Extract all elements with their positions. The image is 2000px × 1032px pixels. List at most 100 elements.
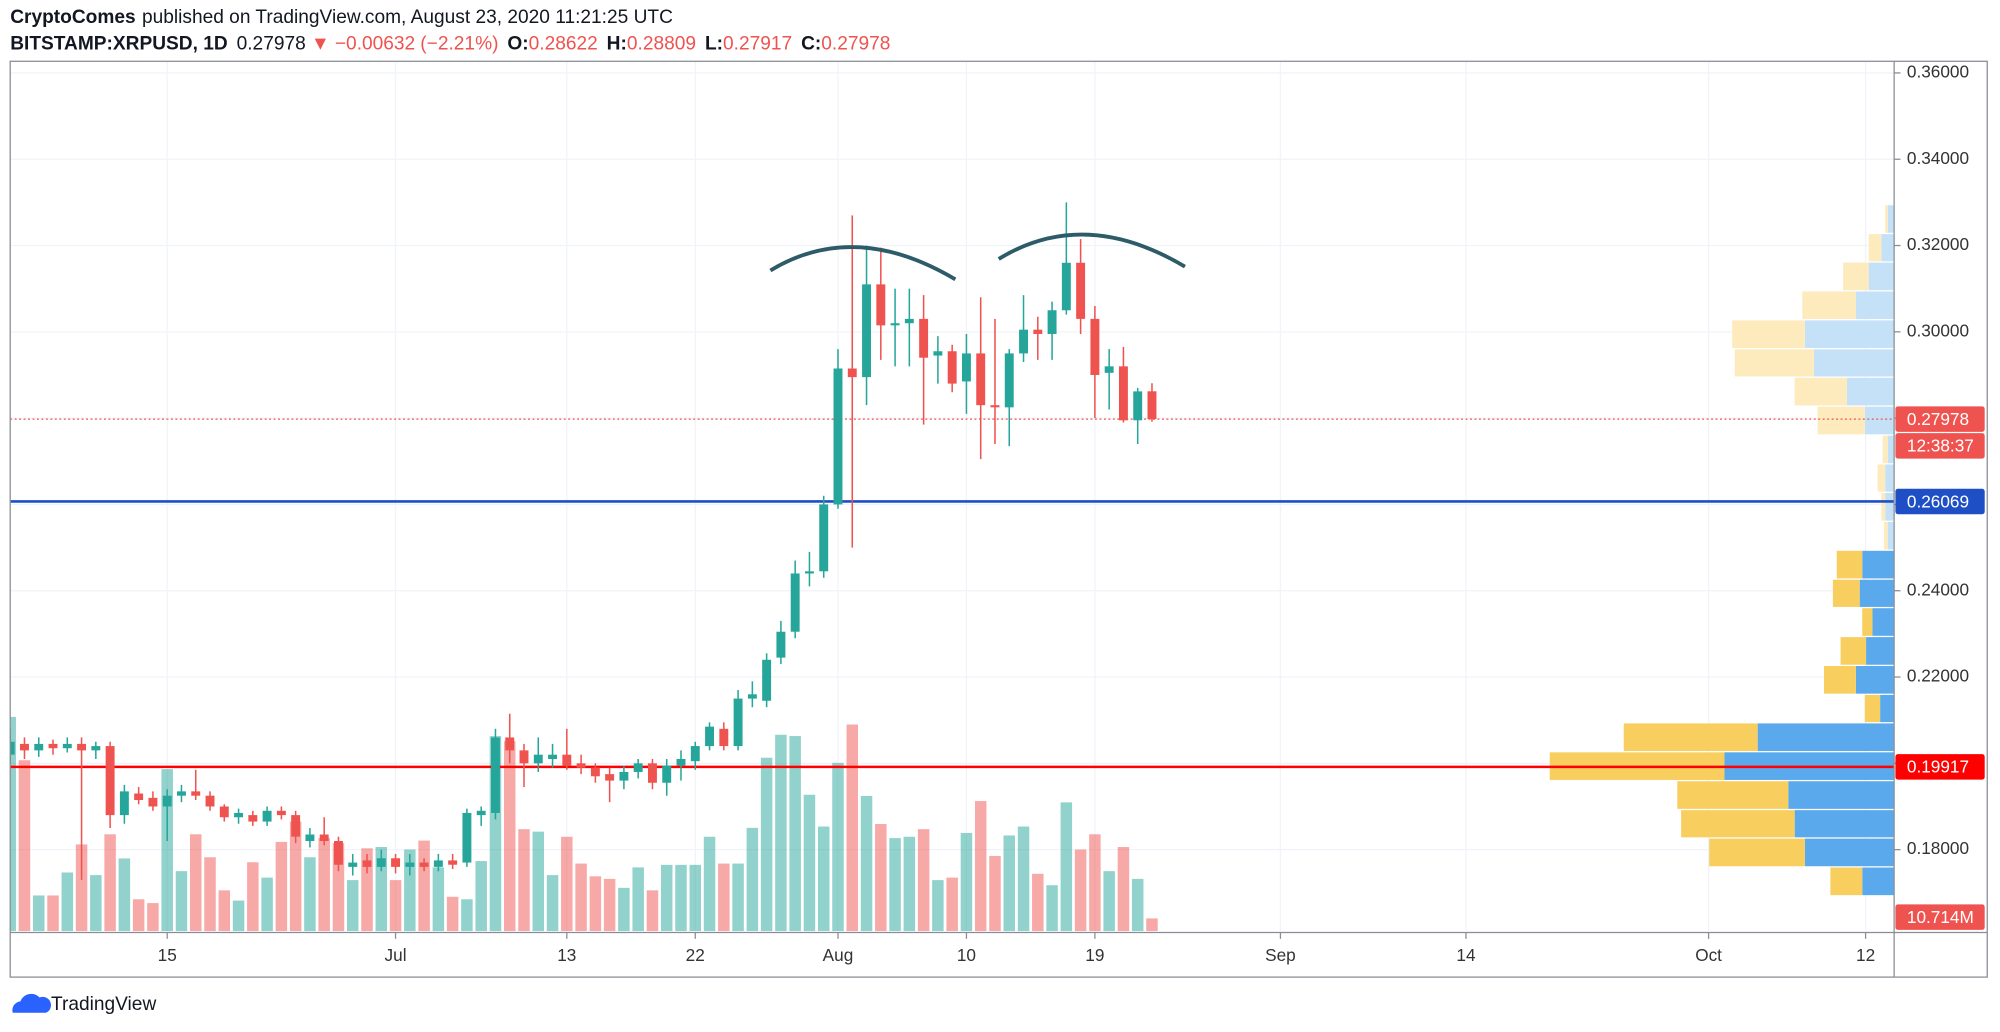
x-tick-label: 10 bbox=[957, 945, 976, 965]
candle-body bbox=[719, 728, 729, 747]
candle-body bbox=[248, 815, 258, 822]
profile-up bbox=[1880, 694, 1895, 723]
volume-bar bbox=[703, 836, 716, 932]
countdown-label: 12:38:37 bbox=[1907, 436, 1974, 456]
volume-bar bbox=[1089, 834, 1101, 932]
change-arrow: ▼ bbox=[311, 34, 330, 55]
profile-up bbox=[1855, 291, 1895, 320]
pattern-arc bbox=[769, 245, 957, 282]
volume-bar bbox=[589, 876, 602, 932]
profile-down bbox=[1882, 435, 1888, 464]
x-tick-label: 14 bbox=[1456, 945, 1476, 965]
profile-down bbox=[1832, 579, 1860, 607]
candle-body bbox=[505, 737, 515, 751]
volume-bar bbox=[760, 757, 773, 932]
profile-up bbox=[1862, 867, 1895, 896]
candle-body bbox=[662, 765, 672, 783]
level-label: 0.19917 bbox=[1907, 757, 1969, 777]
change: −0.00632 bbox=[335, 34, 415, 55]
y-tick-label: 0.34000 bbox=[1907, 148, 1969, 168]
volume-bar bbox=[846, 724, 859, 932]
grid bbox=[10, 61, 1895, 932]
profile-down bbox=[1802, 291, 1856, 320]
candle-body bbox=[947, 351, 957, 384]
volume-bar bbox=[446, 896, 459, 932]
chart-frame bbox=[9, 60, 1988, 978]
volume-bar bbox=[90, 875, 102, 932]
x-tick-label: Jul bbox=[385, 945, 407, 965]
volume-bar bbox=[318, 838, 330, 932]
volume-bar bbox=[61, 872, 74, 932]
y-tick-label: 0.30000 bbox=[1907, 320, 1969, 340]
candle-body bbox=[576, 763, 586, 768]
candle-body bbox=[1019, 329, 1028, 354]
volume-bar bbox=[118, 858, 131, 932]
candle-body bbox=[1004, 353, 1014, 408]
candle-body bbox=[134, 793, 144, 801]
volume-bar bbox=[461, 899, 473, 932]
volume-bar bbox=[375, 847, 388, 932]
profile-down bbox=[1732, 320, 1805, 349]
x-tick-label: 15 bbox=[158, 945, 177, 965]
candle-body bbox=[904, 318, 914, 324]
volume-bar bbox=[632, 867, 644, 932]
open-value: 0.28622 bbox=[529, 34, 598, 55]
candle-body bbox=[162, 795, 172, 807]
profile-up bbox=[1885, 464, 1895, 492]
volume-bar bbox=[1060, 802, 1073, 932]
candle-body bbox=[519, 750, 529, 764]
volume-bar bbox=[575, 863, 587, 932]
ohlc-label: O: bbox=[507, 34, 528, 55]
candle-body bbox=[619, 771, 629, 781]
header-line: CryptoComes published on TradingView.com,… bbox=[10, 7, 673, 28]
candle-body bbox=[62, 743, 72, 749]
last-price-label-box bbox=[1895, 406, 1985, 432]
y-tick-label: 0.24000 bbox=[1907, 579, 1969, 599]
x-tick-label: Aug bbox=[823, 945, 854, 965]
profile-up bbox=[1862, 550, 1895, 579]
candle-body bbox=[1047, 310, 1057, 334]
volume-bar bbox=[10, 716, 16, 932]
candle-body bbox=[1104, 366, 1114, 373]
volume-bar bbox=[1103, 871, 1115, 932]
volume-bar bbox=[546, 875, 559, 932]
candle-body bbox=[976, 353, 986, 406]
levels bbox=[10, 418, 1895, 769]
profile-down bbox=[1623, 723, 1758, 752]
profile-down bbox=[1881, 492, 1886, 521]
volume-profile bbox=[1549, 205, 1895, 896]
candle-body bbox=[961, 353, 971, 382]
profile-down bbox=[1836, 550, 1863, 579]
candle-body bbox=[148, 797, 158, 807]
volume-bar bbox=[660, 864, 673, 932]
volume-bar bbox=[618, 887, 630, 932]
profile-down bbox=[1883, 521, 1888, 550]
profile-up bbox=[1887, 521, 1895, 550]
candle-body bbox=[376, 858, 386, 867]
x-tick-label: 19 bbox=[1085, 945, 1104, 965]
volume-bar bbox=[860, 795, 873, 932]
candle-body bbox=[419, 862, 429, 867]
volume-bar bbox=[232, 900, 245, 932]
profile-up bbox=[1804, 320, 1895, 349]
volume-bar bbox=[1074, 849, 1087, 932]
profile-down bbox=[1823, 666, 1856, 694]
profile-up bbox=[1794, 810, 1895, 838]
profile-down bbox=[1677, 781, 1789, 809]
volume-bar bbox=[974, 801, 987, 932]
x-tick-label: 13 bbox=[557, 945, 576, 965]
axes: 15 Jul 13 22 Aug 10 19 Sep 14 Oct 12 0.36000 0.34000… bbox=[158, 61, 1969, 965]
profile-up bbox=[1855, 666, 1895, 694]
level-label-box bbox=[1895, 488, 1985, 515]
volume-bar bbox=[218, 890, 231, 932]
volume-bar bbox=[1131, 878, 1144, 932]
candle-body bbox=[1090, 318, 1100, 375]
candles bbox=[10, 202, 1157, 880]
candle-body bbox=[876, 284, 886, 326]
volume-bar bbox=[889, 838, 901, 932]
candle-body bbox=[20, 743, 29, 751]
profile-up bbox=[1866, 637, 1895, 665]
volume-bar bbox=[917, 829, 930, 932]
